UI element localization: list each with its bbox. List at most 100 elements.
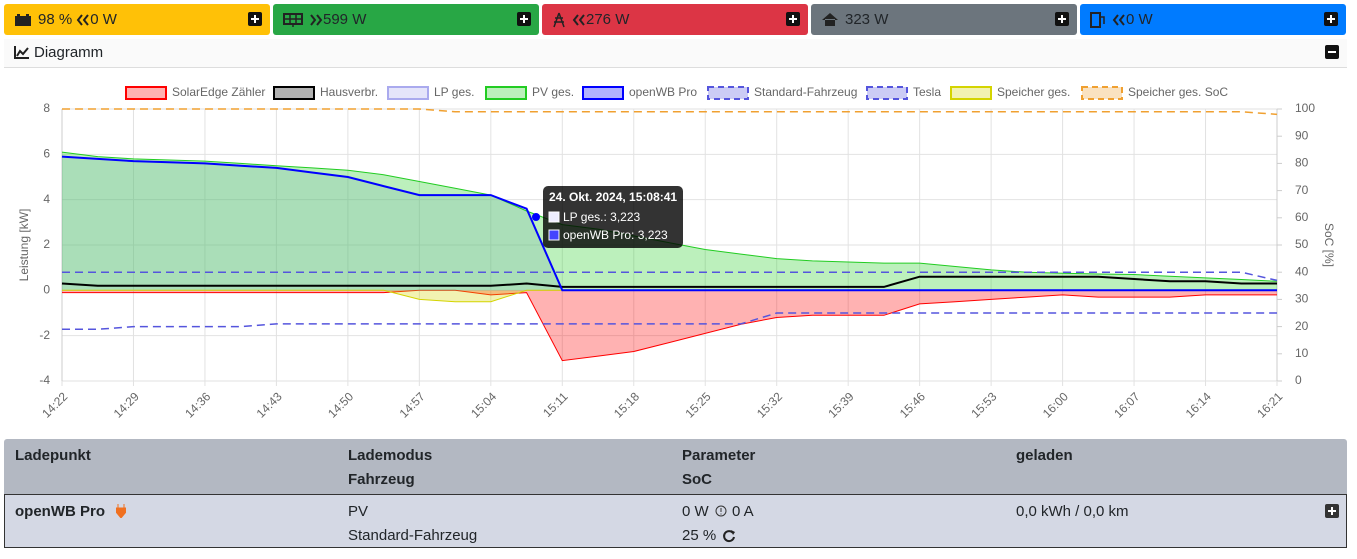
- y2-axis-label: SoC [%]: [1322, 223, 1336, 267]
- expand[interactable]: [786, 12, 800, 26]
- y2-tick-label: 100: [1295, 101, 1315, 115]
- pv-box[interactable]: 599 W: [273, 4, 539, 35]
- hover-point: [532, 213, 540, 221]
- tooltip-swatch: [548, 211, 560, 223]
- y-tick-label: -4: [39, 373, 50, 387]
- arrow: [572, 13, 585, 26]
- y2-tick-label: 60: [1295, 210, 1309, 224]
- arrow: [310, 13, 323, 26]
- arrow: [76, 13, 89, 26]
- legend-label: Speicher ges.: [997, 85, 1070, 99]
- legend-label: Standard-Fahrzeug: [754, 85, 857, 99]
- refresh-icon[interactable]: [722, 529, 736, 543]
- y2-tick-label: 40: [1295, 264, 1309, 278]
- legend-swatch: [125, 86, 167, 100]
- y-tick-label: 6: [43, 147, 50, 161]
- y-tick-label: 0: [43, 283, 50, 297]
- x-tick-label: 15:25: [682, 389, 713, 420]
- table-header: Ladepunkt Lademodus Fahrzeug Parameter S…: [4, 439, 1347, 494]
- legend-swatch: [582, 86, 624, 100]
- collapse[interactable]: [1325, 45, 1339, 59]
- expand[interactable]: [517, 12, 531, 26]
- x-tick-label: 15:04: [468, 389, 499, 420]
- legend-swatch: [273, 86, 315, 100]
- y2-tick-label: 50: [1295, 237, 1309, 251]
- legend-label: Tesla: [913, 85, 941, 99]
- info-icon: [715, 505, 727, 517]
- expand[interactable]: [1324, 12, 1338, 26]
- pv-icon: [283, 12, 303, 27]
- x-tick-label: 15:46: [897, 389, 928, 420]
- legend-swatch: [485, 86, 527, 100]
- x-tick-label: 16:21: [1254, 389, 1285, 420]
- legend-swatch: [866, 86, 908, 100]
- legend-label: SolarEdge Zähler: [172, 85, 265, 99]
- line: [61, 275, 1277, 288]
- expand[interactable]: [1055, 12, 1069, 26]
- x-tick-label: 14:57: [397, 389, 428, 420]
- charge-box[interactable]: 0 W: [1080, 4, 1346, 35]
- header: Ladepunkt: [15, 447, 91, 464]
- line: [62, 289, 1277, 362]
- power: 323 W: [845, 11, 889, 28]
- power: 0 W: [1126, 11, 1153, 28]
- area: [62, 290, 1277, 361]
- cell: openWB Pro: [15, 503, 105, 520]
- battery-box[interactable]: 98 % 0 W: [4, 4, 270, 35]
- x-tick-label: 15:39: [825, 389, 856, 420]
- y2-tick-label: 90: [1295, 128, 1309, 142]
- legend-label: Speicher ges. SoC: [1128, 85, 1228, 99]
- legend-swatch: [707, 86, 749, 100]
- x-tick-label: 15:18: [611, 389, 642, 420]
- header: Parameter: [682, 447, 756, 464]
- cell: 0 W: [682, 503, 709, 520]
- y-tick-label: 4: [43, 192, 50, 206]
- diagram-title: Diagramm: [34, 44, 104, 61]
- house-box[interactable]: 323 W: [811, 4, 1077, 35]
- x-tick-label: 16:14: [1183, 389, 1214, 420]
- legend-label: PV ges.: [532, 85, 574, 99]
- x-tick-label: 14:36: [182, 389, 213, 420]
- y-tick-label: 8: [43, 101, 50, 115]
- x-tick-label: 15:53: [968, 389, 999, 420]
- tooltip: 24. Okt. 2024, 15:08:41 LP ges.: 3,223 ope…: [543, 186, 683, 248]
- tooltip-title: 24. Okt. 2024, 15:08:41: [549, 190, 677, 204]
- y-axis-label: Leistung [kW]: [17, 209, 31, 282]
- grid-box[interactable]: 276 W: [542, 4, 808, 35]
- x-tick-label: 14:50: [325, 389, 356, 420]
- x-tick-label: 16:07: [1111, 389, 1142, 420]
- legend-swatch: [1081, 86, 1123, 100]
- legend-label: openWB Pro: [629, 85, 697, 99]
- legend-swatch: [387, 86, 429, 100]
- legend-label: Hausverbr.: [320, 85, 378, 99]
- y2-tick-label: 80: [1295, 156, 1309, 170]
- y2-tick-label: 20: [1295, 319, 1309, 333]
- tooltip-line: LP ges.: 3,223: [563, 210, 641, 224]
- line: [62, 108, 1278, 116]
- y2-tick-label: 10: [1295, 346, 1309, 360]
- cell: PV: [348, 503, 369, 520]
- cell: 25 %: [682, 527, 717, 544]
- chart-icon: [14, 46, 29, 59]
- expand[interactable]: [1325, 504, 1339, 518]
- battery-icon: [15, 13, 31, 26]
- diagram-header[interactable]: Diagramm: [4, 39, 1347, 68]
- tooltip-swatch: [548, 229, 560, 241]
- cell: Standard-Fahrzeug: [348, 527, 478, 544]
- legend-label: LP ges.: [434, 85, 474, 99]
- expand[interactable]: [248, 12, 262, 26]
- charge-icon: [1090, 11, 1105, 28]
- table-row[interactable]: openWB Pro PV Standard-Fahrzeug 0 W 0 A …: [4, 494, 1347, 548]
- x-tick-label: 14:29: [111, 389, 142, 420]
- x-tick-label: 16:00: [1040, 389, 1071, 420]
- y2-tick-label: 70: [1295, 183, 1309, 197]
- header: Fahrzeug: [348, 471, 415, 488]
- line: [62, 271, 1278, 282]
- tooltip-box: [543, 186, 683, 248]
- plug-icon: [116, 504, 126, 518]
- power: 0 W: [90, 11, 117, 28]
- house-icon: [822, 13, 838, 26]
- arrow: [1112, 13, 1125, 26]
